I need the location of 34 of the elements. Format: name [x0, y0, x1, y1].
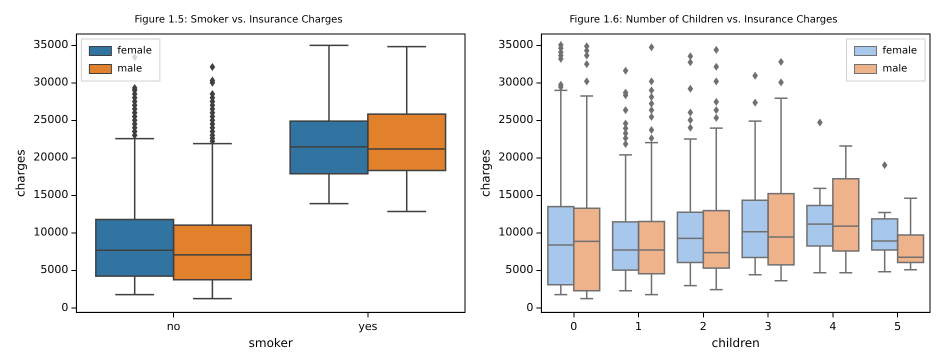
legend-label: male	[117, 64, 142, 75]
legend-label: female	[882, 46, 918, 57]
x-tick-label: 4	[829, 320, 836, 333]
legend-label: male	[882, 64, 908, 75]
x-tick-label: 3	[764, 320, 772, 333]
y-tick-label: 10000	[498, 226, 534, 239]
y-tick-label: 5000	[40, 263, 68, 276]
y-axis-title: charges	[13, 149, 28, 197]
x-tick-label: no	[166, 320, 181, 333]
x-tick-label: 5	[894, 320, 902, 333]
y-tick-label: 20000	[498, 150, 534, 164]
y-tick-label: 35000	[33, 38, 68, 52]
chart-title: Figure 1.6: Number of Children vs. Insurance Charges	[570, 14, 838, 26]
chart-title: Figure 1.5: Smoker vs. Insurance Charges	[134, 14, 343, 26]
y-tick-label: 15000	[498, 188, 534, 202]
y-tick-label: 30000	[33, 76, 68, 89]
x-tick-label: 2	[700, 320, 707, 333]
y-tick-label: 25000	[33, 113, 68, 126]
y-tick-label: 30000	[498, 76, 534, 89]
y-tick-label: 25000	[498, 113, 534, 126]
y-tick-label: 10000	[33, 226, 68, 239]
y-tick-label: 15000	[33, 188, 68, 202]
y-tick-label: 0	[61, 300, 68, 314]
y-tick-label: 20000	[33, 150, 68, 164]
x-axis-title: smoker	[248, 336, 293, 350]
y-axis-title: charges	[478, 149, 492, 197]
y-tick-label: 35000	[498, 38, 534, 52]
x-tick-label: yes	[358, 320, 378, 333]
x-tick-label: 0	[570, 320, 578, 333]
y-tick-label: 0	[526, 300, 534, 314]
x-axis-title: children	[712, 336, 760, 350]
x-tick-label: 1	[635, 320, 642, 333]
y-tick-label: 5000	[505, 263, 534, 276]
legend-label: female	[117, 46, 152, 57]
